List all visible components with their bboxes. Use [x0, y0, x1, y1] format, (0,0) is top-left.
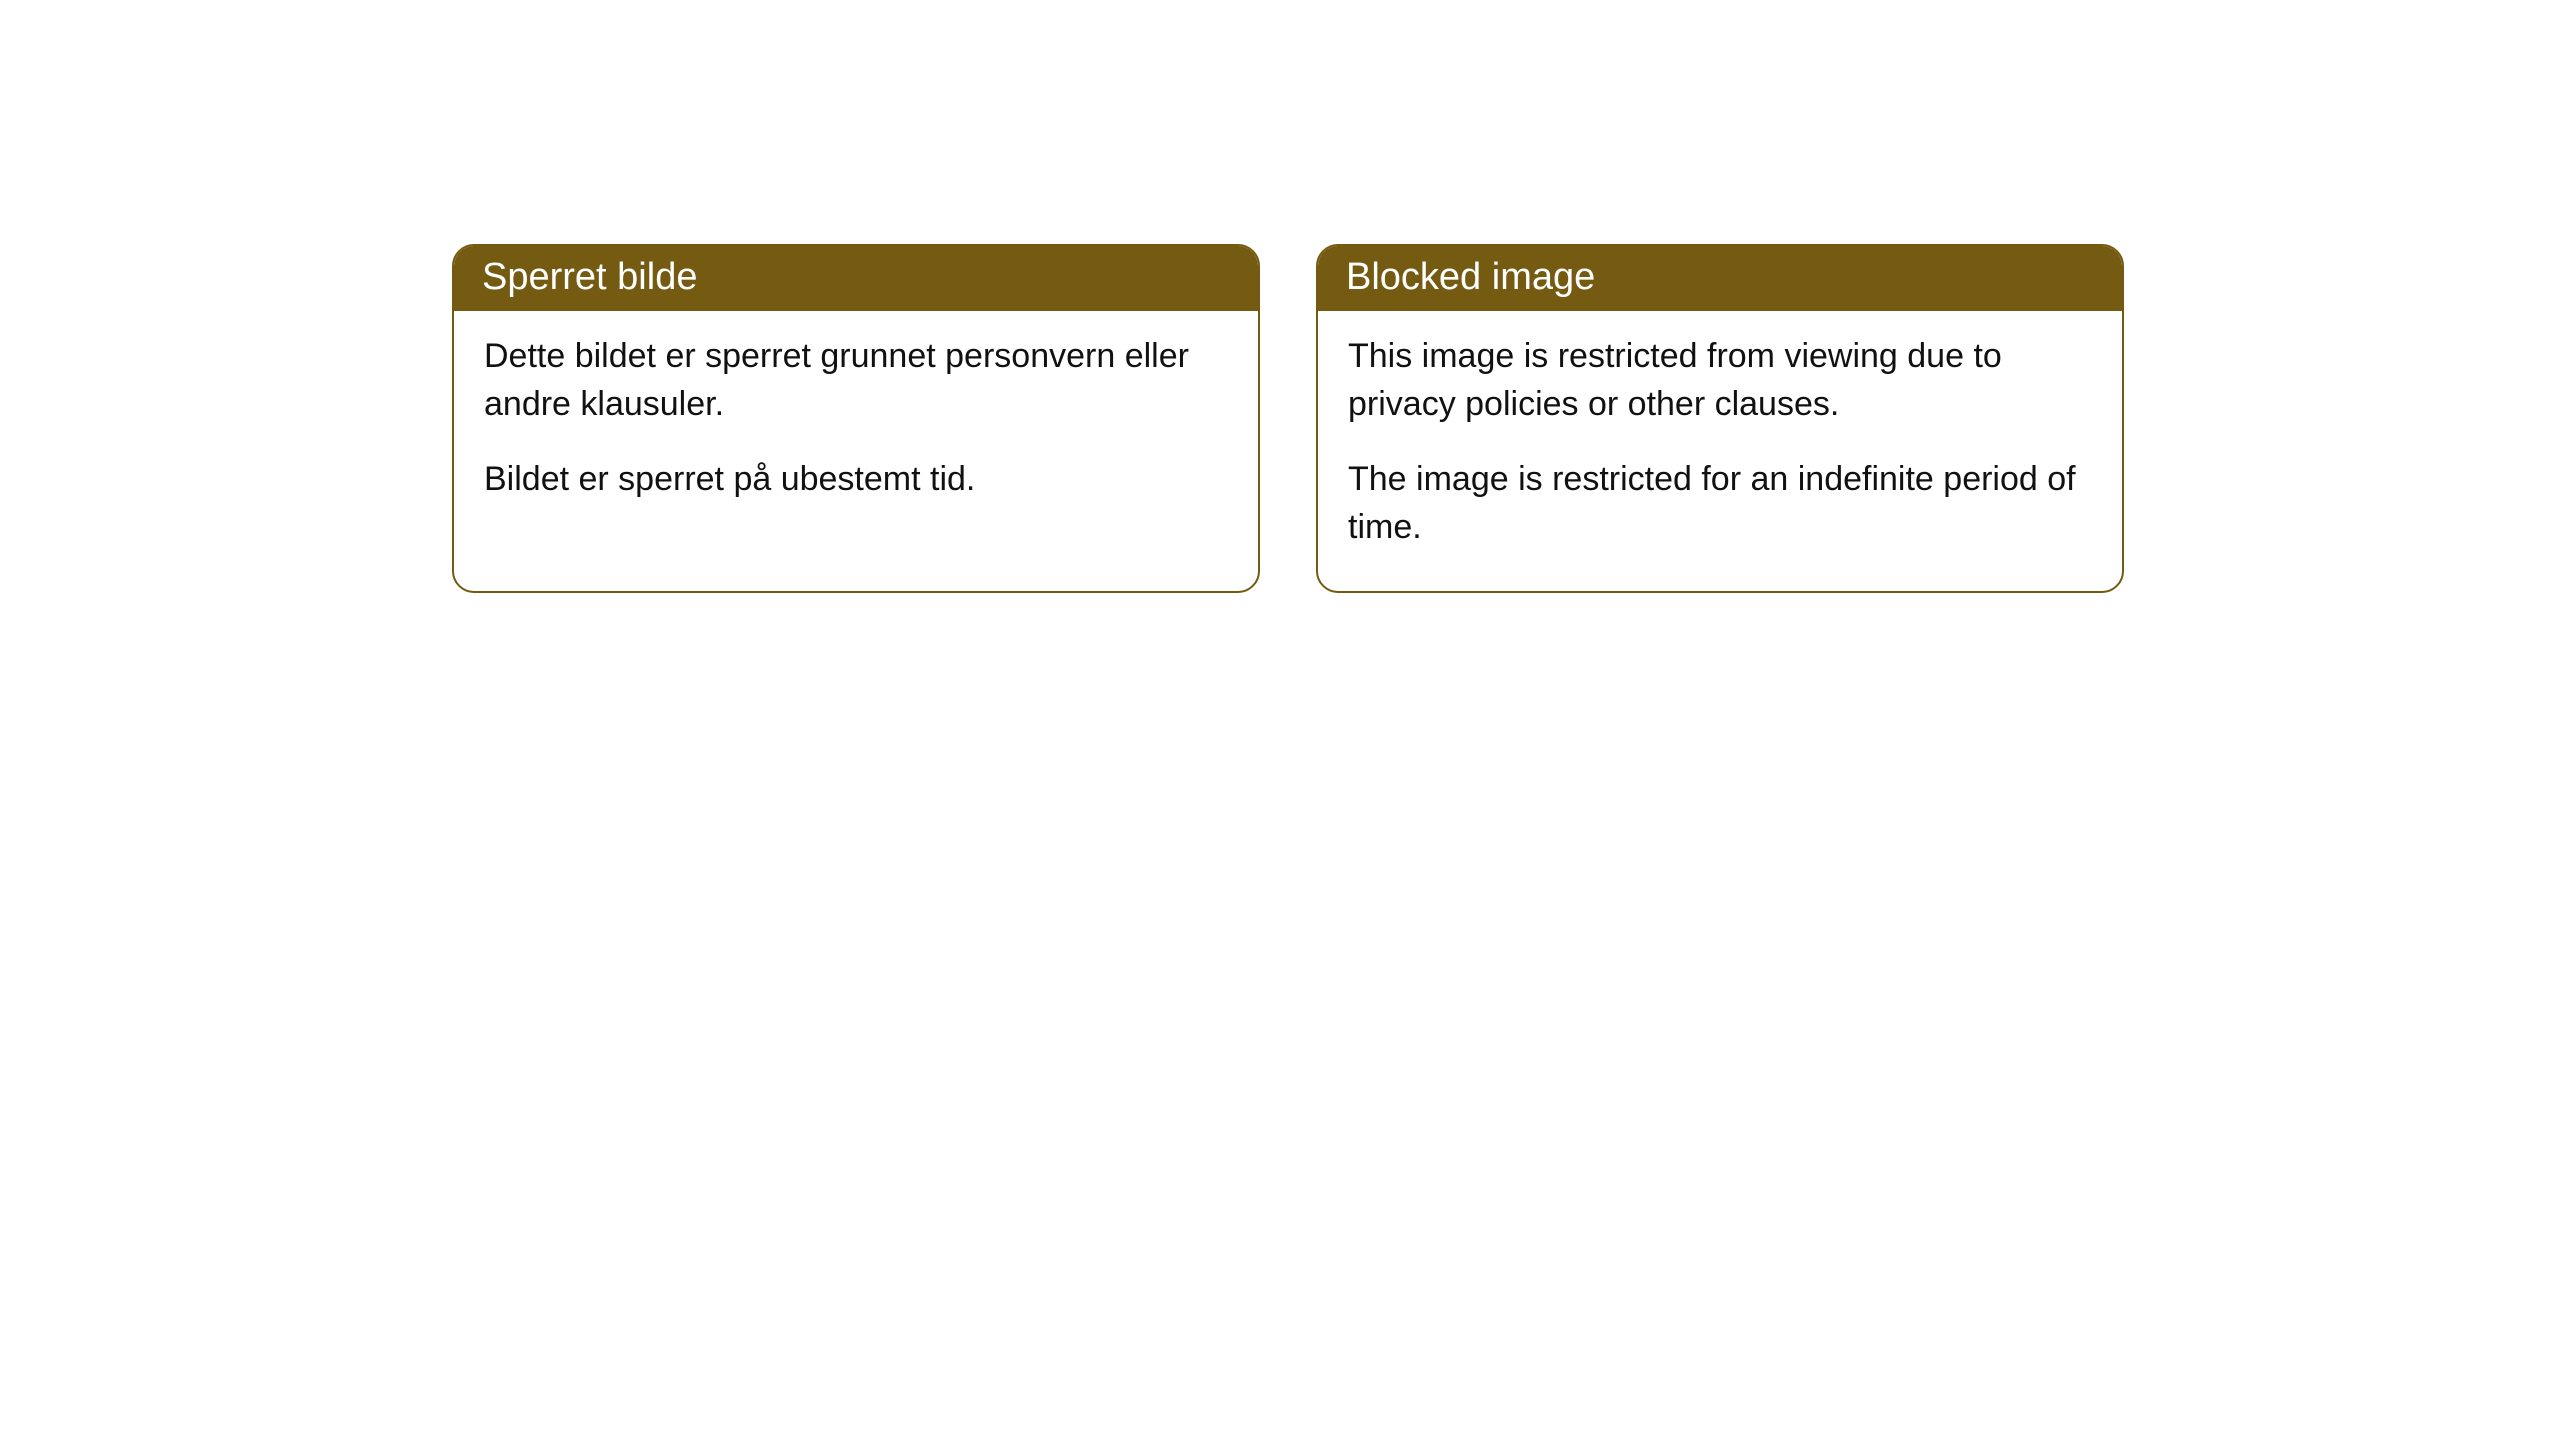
card-paragraph: Bildet er sperret på ubestemt tid. — [484, 456, 1228, 504]
card-english: Blocked image This image is restricted f… — [1316, 244, 2124, 593]
card-body-english: This image is restricted from viewing du… — [1318, 311, 2122, 591]
card-norwegian: Sperret bilde Dette bildet er sperret gr… — [452, 244, 1260, 593]
card-header-norwegian: Sperret bilde — [454, 246, 1258, 311]
card-paragraph: This image is restricted from viewing du… — [1348, 333, 2092, 428]
cards-container: Sperret bilde Dette bildet er sperret gr… — [452, 244, 2124, 593]
card-paragraph: Dette bildet er sperret grunnet personve… — [484, 333, 1228, 428]
card-header-english: Blocked image — [1318, 246, 2122, 311]
card-body-norwegian: Dette bildet er sperret grunnet personve… — [454, 311, 1258, 544]
card-paragraph: The image is restricted for an indefinit… — [1348, 456, 2092, 551]
